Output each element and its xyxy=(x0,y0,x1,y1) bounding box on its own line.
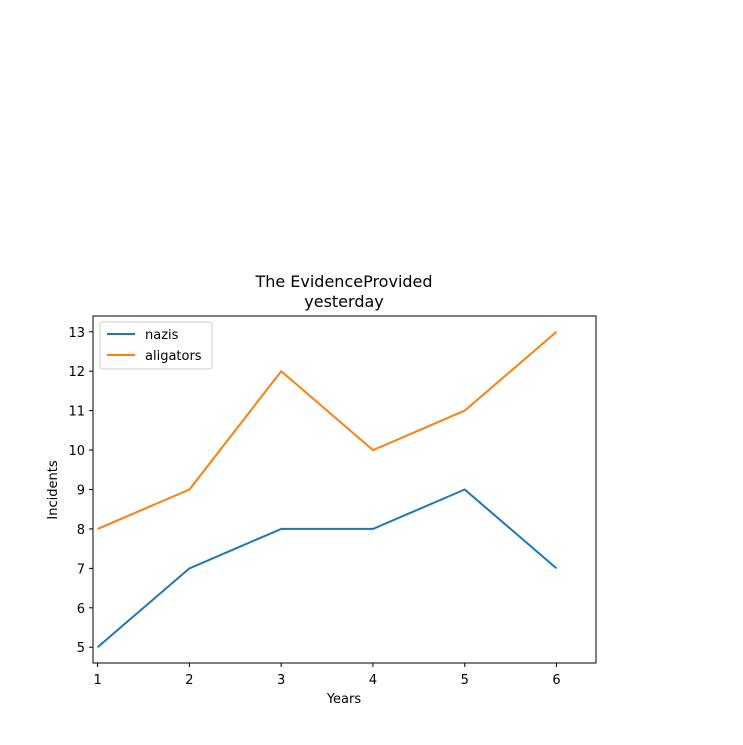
y-tick-label: 5 xyxy=(77,641,85,656)
y-tick-label: 7 xyxy=(77,562,85,577)
series-line-nazis xyxy=(96,488,558,648)
y-tick-label: 6 xyxy=(77,602,85,617)
y-axis-label: Incidents xyxy=(46,460,61,519)
y-tick-label: 10 xyxy=(68,444,85,459)
legend: nazis aligators xyxy=(99,321,213,370)
plot-area xyxy=(96,331,558,648)
y-tick-label: 11 xyxy=(68,405,85,420)
series-line-aligators xyxy=(97,331,558,530)
legend-label-aligators: aligators xyxy=(145,349,202,364)
x-tick-label: 5 xyxy=(461,673,469,688)
chart-title-line-1: The EvidenceProvided xyxy=(254,272,432,291)
x-tick-label: 4 xyxy=(369,673,377,688)
x-axis: 1 2 3 4 5 6 xyxy=(93,663,561,688)
y-axis: 5 6 7 8 9 10 11 12 13 xyxy=(68,326,93,656)
x-tick-label: 6 xyxy=(552,673,560,688)
y-tick-label: 13 xyxy=(68,326,85,341)
chart-title-line-2: yesterday xyxy=(304,292,384,311)
x-axis-label: Years xyxy=(326,692,362,707)
y-tick-label: 8 xyxy=(77,523,85,538)
x-tick-label: 3 xyxy=(277,673,285,688)
legend-label-nazis: nazis xyxy=(145,328,179,343)
y-tick-label: 12 xyxy=(68,365,85,380)
y-tick-label: 9 xyxy=(77,484,85,499)
x-tick-label: 2 xyxy=(185,673,193,688)
x-tick-label: 1 xyxy=(93,673,101,688)
